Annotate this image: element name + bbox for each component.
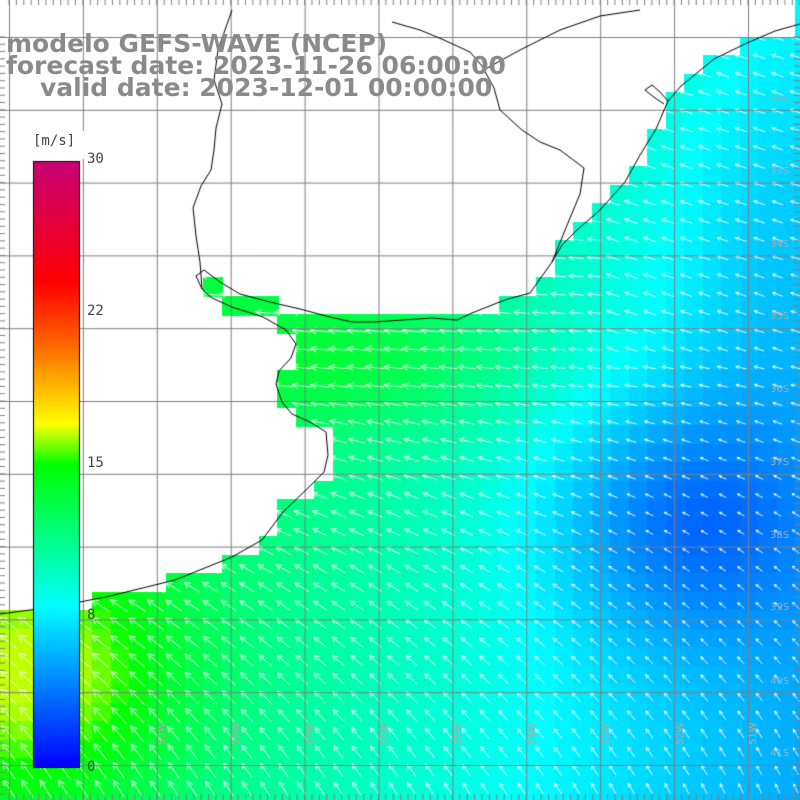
lat-label: 38S — [770, 530, 790, 541]
lon-label: 56W — [379, 722, 390, 745]
lon-label: 53W — [601, 722, 612, 745]
lat-label: 32S — [770, 94, 790, 105]
lon-label: 54W — [527, 722, 538, 745]
lon-label: 52W — [675, 722, 686, 745]
colorbar-tick-30: 30 — [87, 151, 104, 167]
lon-label: 51W — [748, 722, 759, 745]
colorbar-tick-8: 8 — [87, 607, 96, 623]
lat-label: 41S — [770, 748, 790, 759]
lon-label: 58W — [231, 722, 242, 745]
lat-label: 34S — [770, 239, 790, 250]
lon-label: 55W — [453, 722, 464, 745]
colorbar-unit: [m/s] — [33, 133, 76, 149]
lat-label: 37S — [770, 457, 790, 468]
colorbar-tick-0: 0 — [87, 759, 96, 775]
lat-label: 40S — [770, 676, 790, 687]
forecast-date: forecast date: 2023-11-26 06:00:00 — [6, 51, 506, 80]
lat-label: 39S — [770, 602, 790, 613]
lon-label: 57W — [305, 722, 316, 745]
colorbar-tick-22: 22 — [87, 303, 104, 319]
model-title: modelo GEFS-WAVE (NCEP) — [6, 29, 388, 58]
lat-label: 35S — [770, 311, 790, 322]
valid-date: valid date: 2023-12-01 00:00:00 — [40, 73, 493, 102]
lat-label: 33S — [770, 166, 790, 177]
lat-label: 36S — [770, 384, 790, 395]
lon-label: 59W — [157, 722, 168, 745]
colorbar-tick-15: 15 — [87, 455, 104, 471]
